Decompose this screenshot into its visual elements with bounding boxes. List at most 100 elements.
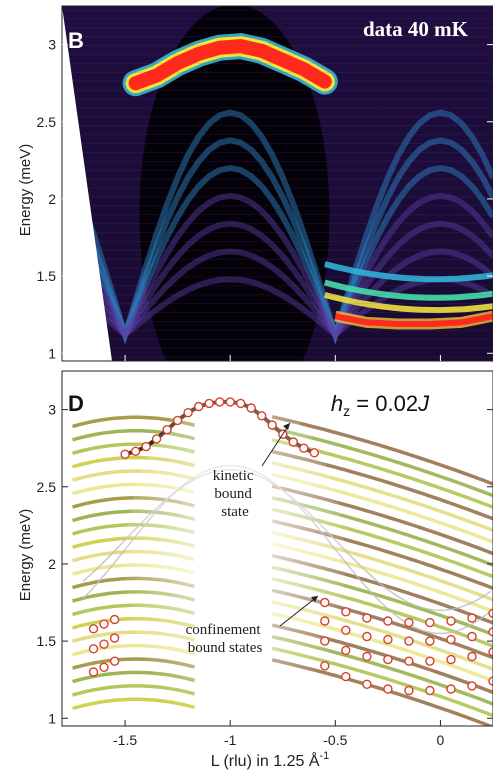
data-point [320,661,330,671]
data-point [120,449,130,459]
data-point [267,420,277,430]
theory-curve-left [72,697,195,711]
panel-b: B data 40 mK 1 1.5 2 2.5 3 Energy (meV) [17,5,493,362]
data-point [404,685,414,696]
panel-d-x-tick-label: -0.5 [323,732,347,748]
data-point [488,627,493,637]
panel-b-y-tick-label: 1.5 [37,268,57,284]
data-point [299,443,309,453]
data-point [383,654,393,665]
theory-curve-right [271,415,493,486]
data-point [488,676,493,686]
data-point [362,679,372,689]
panel-d-label: D [68,391,84,416]
data-point [467,651,477,662]
annotation-confinement: confinement bound states [186,622,265,656]
panel-d-annotation: hz = 0.02J [331,391,430,419]
panel-b-label: B [68,28,84,53]
heatmap-continuum-arc [62,137,493,345]
data-point [362,631,372,642]
data-point [362,613,372,623]
panel-d-x-tick-label: -1.5 [113,732,137,748]
data-point [467,613,477,623]
data-point [446,684,456,694]
panel-b-y-tick-label: 3 [48,37,56,53]
data-point [235,398,246,409]
arrow-confinement [279,595,319,627]
panel-b-y-tick-label: 1 [48,345,56,361]
heatmap-continuum-arc [62,109,493,346]
data-point [99,662,109,672]
data-point [99,639,109,649]
data-point [341,607,351,617]
heatmap-low-band [334,313,493,327]
panel-d-y-tick-label: 1 [48,710,56,726]
panel-b-frame [61,5,493,362]
panel-b-annotation: data 40 mK [363,17,469,41]
heatmap-confinement-band [324,279,493,301]
panel-d-y-tick-label: 2 [48,556,56,572]
data-point [141,441,151,452]
panel-b-y-tick-label: 2.5 [37,114,57,130]
data-point [172,415,183,426]
data-point [446,634,456,645]
data-points-layer [88,397,493,696]
data-point [130,446,141,456]
panel-d-x-tick-label: 0 [437,732,445,748]
data-point [320,636,330,646]
data-point [183,408,193,418]
data-point [425,685,435,696]
panel-b-y-axis: 1 1.5 2 2.5 3 [37,37,493,361]
data-point [383,616,393,626]
panel-d-y-axis-label: Energy (meV) [17,509,34,602]
data-point [151,434,162,444]
heatmap-continuum-arc [62,165,493,343]
panel-d-center-glow [125,390,345,726]
data-point [88,667,99,677]
data-point [446,616,456,626]
heatmap-continuum-arc [62,220,493,341]
data-point [404,636,414,646]
data-point [341,625,351,635]
heatmap-continuum-arc [62,192,493,342]
heatmap-dispersion-core [128,39,332,91]
panel-d-x-tick-label: -1 [224,732,237,748]
data-point [404,617,414,628]
panel-b-y-tick-label: 2 [48,191,56,207]
panel-b-y-axis-label: Energy (meV) [17,144,34,237]
data-point [109,614,120,625]
data-point [425,617,435,628]
panel-d-y-tick-label: 2.5 [37,479,57,495]
data-point [383,634,393,645]
data-point [225,397,235,407]
data-point [404,656,414,666]
data-point [488,608,493,618]
data-point [309,448,319,458]
panel-d-frame [61,370,493,727]
arrowhead-confinement [311,596,318,602]
data-point [246,403,256,413]
data-point [320,597,330,608]
panel-d-x-axis-label: L (rlu) in 1.25 Å-1 [211,750,330,770]
data-point [446,654,456,665]
data-point [467,631,477,642]
data-point [341,671,351,682]
data-point [109,656,120,666]
panel-d-axes: 1 1.5 2 2.5 3 -1.5 -1 -0.5 0 [37,355,493,748]
data-point [193,401,204,412]
arrowhead-kinetic [283,423,290,430]
data-point [88,624,99,634]
data-point [467,681,477,691]
heatmap-continuum-arc [62,248,493,340]
panel-d-y-tick-label: 1.5 [37,633,57,649]
data-point [204,398,214,409]
data-point [425,656,435,666]
heatmap-confinement-band [324,292,493,314]
data-point [425,636,435,646]
data-point [362,651,372,662]
annotation-kinetic: kinetic bound state [213,468,258,520]
data-point [88,644,99,654]
data-point [162,425,172,435]
panel-b-unmeasured-wedge [62,6,112,361]
